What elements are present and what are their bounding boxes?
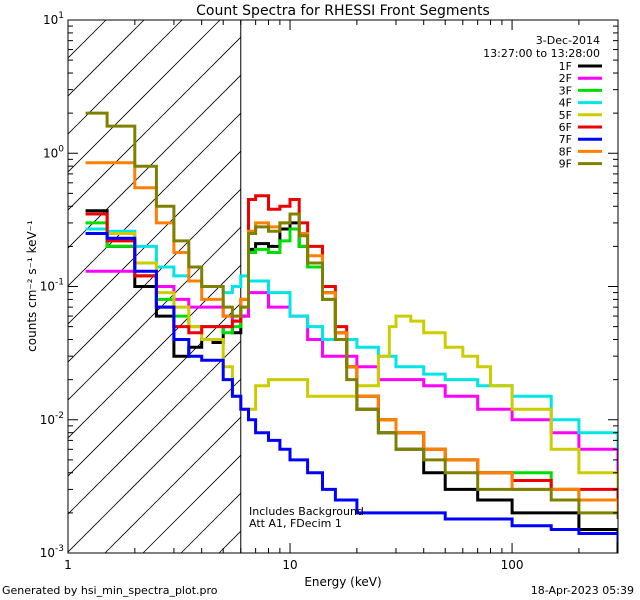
- hatch-line: [68, 226, 241, 401]
- series-line-1F: [85, 209, 618, 553]
- legend-label-7F: 7F: [559, 133, 572, 146]
- series-line-9F: [85, 111, 618, 519]
- y-tick-label: 101: [43, 11, 64, 27]
- legend-label-2F: 2F: [559, 72, 572, 85]
- legend-label-4F: 4F: [559, 97, 572, 110]
- series-layer: [85, 111, 618, 553]
- legend-label-5F: 5F: [559, 109, 572, 122]
- y-tick-label: 10-2: [40, 411, 64, 427]
- y-tick-label: 10-1: [40, 278, 64, 294]
- series-line-4F: [85, 227, 618, 450]
- series-line-7F: [85, 232, 618, 543]
- time-range-label: 13:27:00 to 13:28:00: [483, 47, 600, 60]
- hatch-line: [68, 302, 241, 477]
- date-label: 3-Dec-2014: [536, 34, 600, 47]
- hatch-line: [68, 20, 183, 135]
- x-tick-label: 10: [282, 558, 297, 572]
- legend-label-3F: 3F: [559, 84, 572, 97]
- y-axis-label: counts cm⁻² s⁻¹ keV⁻¹: [25, 220, 39, 352]
- hatch-line: [68, 340, 241, 515]
- timestamp-label: 18-Apr-2023 05:39: [530, 584, 634, 597]
- series-line-6F: [85, 194, 618, 513]
- annotation-background: Includes Background: [249, 505, 364, 518]
- legend-label-8F: 8F: [559, 145, 572, 158]
- hatch-line: [68, 74, 241, 249]
- x-axis-label: Energy (keV): [304, 575, 381, 589]
- x-tick-label: 100: [501, 558, 524, 572]
- hatch-line: [142, 454, 241, 553]
- y-tick-label: 100: [43, 144, 64, 160]
- x-tick-label: 1: [64, 558, 72, 572]
- series-line-5F: [85, 212, 618, 513]
- legend-label-6F: 6F: [559, 121, 572, 134]
- y-tick-label: 10-3: [40, 544, 64, 560]
- annotation-attenuator: Att A1, FDecim 1: [249, 517, 342, 530]
- hatch-line: [68, 36, 241, 211]
- chart-title: Count Spectra for RHESSI Front Segments: [196, 3, 490, 19]
- hatch-line: [68, 150, 241, 325]
- hatch-line: [68, 378, 241, 553]
- hatch-line: [68, 20, 221, 173]
- generated-by-label: Generated by hsi_min_spectra_plot.pro: [2, 584, 218, 597]
- series-line-2F: [85, 269, 618, 473]
- axes: 1 10 100 10-3 10-2 10-1 100 101: [40, 11, 618, 572]
- hatch-line: [104, 416, 241, 553]
- legend-label-9F: 9F: [559, 158, 572, 171]
- series-line-8F: [85, 161, 618, 513]
- legend-label-1F: 1F: [559, 60, 572, 73]
